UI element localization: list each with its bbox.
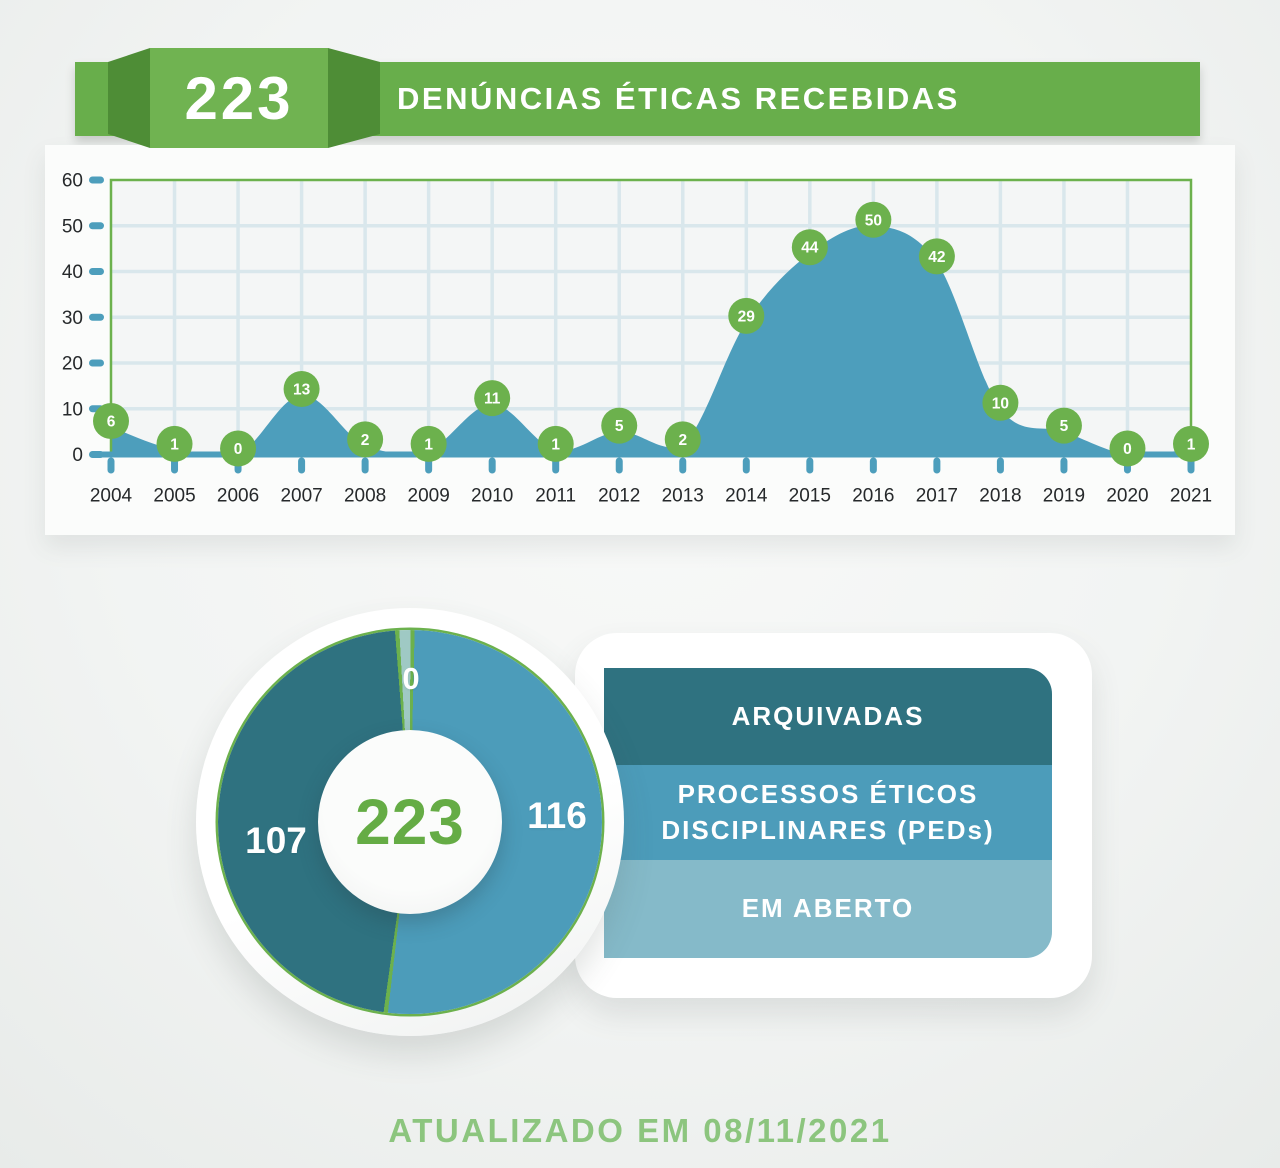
data-point-value: 1 bbox=[170, 436, 179, 453]
data-point-badge bbox=[1109, 430, 1146, 467]
data-point-value: 2 bbox=[678, 432, 687, 449]
data-point-badge bbox=[474, 380, 511, 417]
x-tick-label: 2012 bbox=[598, 486, 640, 507]
x-tick-label: 2015 bbox=[789, 486, 831, 507]
x-tick-label: 2004 bbox=[90, 486, 133, 507]
data-point-value: 5 bbox=[615, 418, 624, 435]
x-tick-label: 2017 bbox=[916, 486, 958, 507]
y-tick bbox=[89, 359, 104, 367]
donut-chart: 107 116 0 223 bbox=[196, 608, 624, 1036]
x-tick bbox=[488, 457, 496, 474]
data-point-value: 11 bbox=[484, 391, 501, 408]
slice-value-peds: 116 bbox=[527, 795, 587, 836]
legend-item-arquivadas: ARQUIVADAS bbox=[604, 668, 1052, 765]
total-badge-value: 223 bbox=[150, 48, 328, 148]
badge-fold-left-decoration bbox=[108, 48, 150, 148]
y-tick bbox=[89, 268, 104, 275]
x-tick bbox=[806, 457, 814, 474]
legend-item-em-aberto: EM ABERTO bbox=[604, 860, 1052, 958]
updated-date-text: ATUALIZADO EM 08/11/2021 bbox=[388, 1112, 892, 1149]
x-tick bbox=[679, 457, 687, 474]
slice-value-arquivadas: 107 bbox=[245, 820, 307, 861]
data-point-badge bbox=[220, 430, 257, 467]
x-tick-label: 2009 bbox=[408, 486, 450, 507]
data-point-badge bbox=[283, 371, 320, 408]
data-point-badge bbox=[537, 425, 574, 462]
x-tick-label: 2019 bbox=[1043, 486, 1085, 507]
data-point-value: 42 bbox=[928, 249, 945, 266]
data-point-value: 1 bbox=[424, 436, 433, 453]
y-tick-label: 20 bbox=[62, 354, 83, 375]
data-point-badge bbox=[791, 229, 828, 266]
y-tick-label: 40 bbox=[62, 262, 83, 283]
x-tick bbox=[361, 457, 369, 474]
data-point-badge bbox=[855, 201, 892, 238]
data-point-value: 0 bbox=[1123, 441, 1132, 458]
legend-item-peds: PROCESSOS ÉTICOS DISCIPLINARES (PEDs) bbox=[604, 765, 1052, 860]
x-tick bbox=[996, 457, 1004, 474]
page-title: DENÚNCIAS ÉTICAS RECEBIDAS bbox=[397, 81, 960, 116]
data-point-value: 6 bbox=[107, 414, 116, 431]
y-tick-label: 50 bbox=[62, 216, 83, 237]
y-tick-label: 60 bbox=[62, 171, 83, 192]
data-point-value: 29 bbox=[738, 308, 756, 325]
x-tick-label: 2013 bbox=[662, 486, 704, 507]
x-tick bbox=[298, 457, 306, 474]
data-point-value: 2 bbox=[361, 432, 370, 449]
y-tick bbox=[89, 451, 104, 458]
y-tick bbox=[89, 222, 104, 230]
y-tick bbox=[89, 313, 104, 321]
data-point-badge bbox=[664, 421, 701, 458]
x-tick-label: 2005 bbox=[153, 486, 195, 507]
data-point-value: 5 bbox=[1060, 418, 1069, 435]
data-point-badge bbox=[1173, 425, 1209, 462]
data-point-value: 1 bbox=[1187, 436, 1196, 453]
total-badge: 223 bbox=[108, 48, 380, 148]
data-point-value: 1 bbox=[551, 436, 560, 453]
y-tick-label: 0 bbox=[72, 445, 83, 466]
x-tick bbox=[742, 457, 750, 474]
area-chart-card: 0 10 20 30 40 50 60 2004 2005 2006 2007 2008 2009 201… bbox=[45, 145, 1235, 535]
x-tick-label: 2011 bbox=[535, 486, 576, 507]
data-point-badge bbox=[1045, 407, 1082, 444]
x-tick-label: 2014 bbox=[725, 486, 768, 507]
x-tick bbox=[869, 457, 877, 474]
slice-value-em-aberto: 0 bbox=[402, 661, 420, 696]
x-tick-label: 2010 bbox=[471, 486, 513, 507]
data-point-badge bbox=[410, 425, 447, 462]
x-tick-label: 2007 bbox=[280, 486, 322, 507]
data-point-badge bbox=[728, 297, 765, 334]
data-point-value: 13 bbox=[293, 382, 311, 399]
legend-card: ARQUIVADAS PROCESSOS ÉTICOS DISCIPLINARE… bbox=[575, 633, 1092, 998]
x-tick-label: 2018 bbox=[979, 486, 1021, 507]
y-tick-label: 30 bbox=[62, 308, 83, 329]
x-tick bbox=[933, 457, 941, 474]
data-point-value: 0 bbox=[234, 441, 243, 458]
data-point-badge bbox=[156, 425, 193, 462]
data-point-badge bbox=[93, 403, 129, 440]
plot-border bbox=[109, 178, 1193, 455]
y-tick bbox=[89, 176, 104, 184]
x-tick-label: 2016 bbox=[852, 486, 894, 507]
y-tick-label: 10 bbox=[62, 399, 83, 420]
x-tick-label: 2021 bbox=[1170, 486, 1212, 507]
data-point-badge bbox=[918, 238, 955, 275]
data-point-value: 50 bbox=[865, 212, 882, 229]
data-point-badge bbox=[601, 407, 638, 444]
x-tick bbox=[615, 457, 623, 474]
data-point-badge bbox=[347, 421, 384, 458]
donut-center: 223 bbox=[318, 730, 502, 914]
x-tick-label: 2008 bbox=[344, 486, 386, 507]
x-tick-label: 2020 bbox=[1106, 486, 1148, 507]
badge-fold-right-decoration bbox=[328, 48, 380, 148]
data-point-value: 10 bbox=[992, 395, 1009, 412]
data-point-badge bbox=[982, 384, 1019, 421]
data-point-value: 44 bbox=[801, 240, 819, 257]
x-tick-label: 2006 bbox=[217, 486, 259, 507]
x-tick bbox=[107, 457, 115, 474]
donut-total-value: 223 bbox=[355, 786, 465, 858]
area-series bbox=[111, 225, 1191, 455]
x-tick bbox=[1060, 457, 1068, 474]
